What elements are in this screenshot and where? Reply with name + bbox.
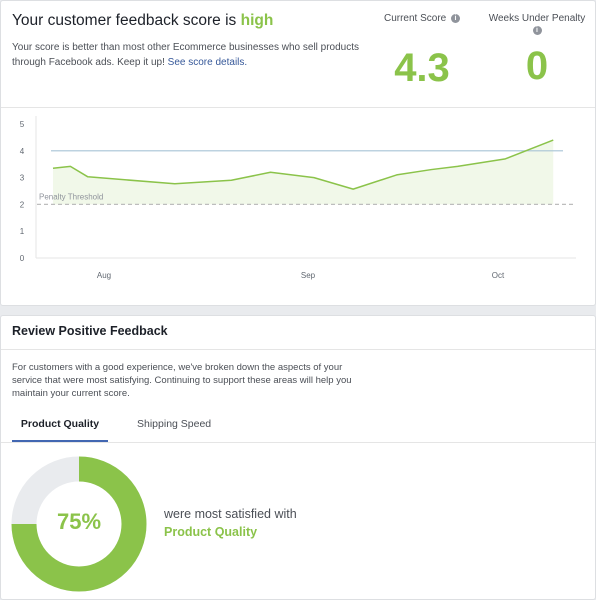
review-card: Review Positive Feedback For customers w… bbox=[0, 315, 596, 600]
satisfied-text: were most satisfied with bbox=[164, 507, 297, 521]
score-header: Your customer feedback score is high You… bbox=[1, 1, 595, 108]
weeks-penalty-label: Weeks Under Penalty bbox=[488, 13, 586, 24]
x-tick-label: Sep bbox=[301, 271, 316, 280]
current-score-value: 4.3 bbox=[394, 46, 450, 90]
x-tick-label: Oct bbox=[492, 271, 505, 280]
current-score-label: Current Score bbox=[383, 13, 447, 24]
score-description: Your score is better than most other Eco… bbox=[12, 40, 372, 70]
current-score-metric: Current Score i 4.3 bbox=[377, 13, 467, 91]
y-tick-label: 0 bbox=[20, 254, 25, 263]
score-card: Your customer feedback score is high You… bbox=[0, 0, 596, 306]
info-icon[interactable]: i bbox=[451, 14, 461, 23]
satisfaction-donut bbox=[11, 456, 147, 592]
score-details-link[interactable]: See score details. bbox=[167, 57, 248, 68]
satisfaction-percent: 75% bbox=[56, 509, 102, 534]
satisfied-category: Product Quality bbox=[164, 525, 258, 539]
y-tick-label: 2 bbox=[20, 200, 25, 209]
info-icon[interactable]: i bbox=[532, 26, 542, 35]
y-tick-label: 1 bbox=[20, 227, 25, 236]
penalty-threshold-label: Penalty Threshold bbox=[39, 192, 103, 201]
weeks-penalty-value: 0 bbox=[525, 44, 549, 88]
tab-product-quality[interactable]: Product Quality bbox=[12, 418, 108, 443]
weeks-penalty-metric: Weeks Under Penalty i 0 bbox=[487, 13, 587, 89]
divider bbox=[1, 349, 595, 350]
tabs-divider bbox=[1, 442, 595, 443]
score-area bbox=[53, 140, 554, 205]
tab-shipping-speed[interactable]: Shipping Speed bbox=[137, 418, 212, 430]
y-tick-label: 4 bbox=[20, 147, 25, 156]
score-level: high bbox=[240, 12, 274, 29]
score-chart: 0 1 2 3 4 5 Aug Sep Oct Penalty Threshold bbox=[20, 116, 576, 280]
donut-value-arc bbox=[11, 456, 147, 592]
score-description-text: Your score is better than most other Eco… bbox=[12, 42, 360, 68]
page-title: Your customer feedback score is high bbox=[12, 12, 273, 30]
y-tick-label: 3 bbox=[20, 174, 25, 183]
title-prefix: Your customer feedback score is bbox=[12, 12, 237, 29]
x-tick-label: Aug bbox=[97, 271, 111, 280]
review-description: For customers with a good experience, we… bbox=[12, 362, 352, 399]
review-title: Review Positive Feedback bbox=[12, 324, 168, 338]
score-line bbox=[52, 139, 554, 190]
y-tick-label: 5 bbox=[20, 120, 25, 129]
